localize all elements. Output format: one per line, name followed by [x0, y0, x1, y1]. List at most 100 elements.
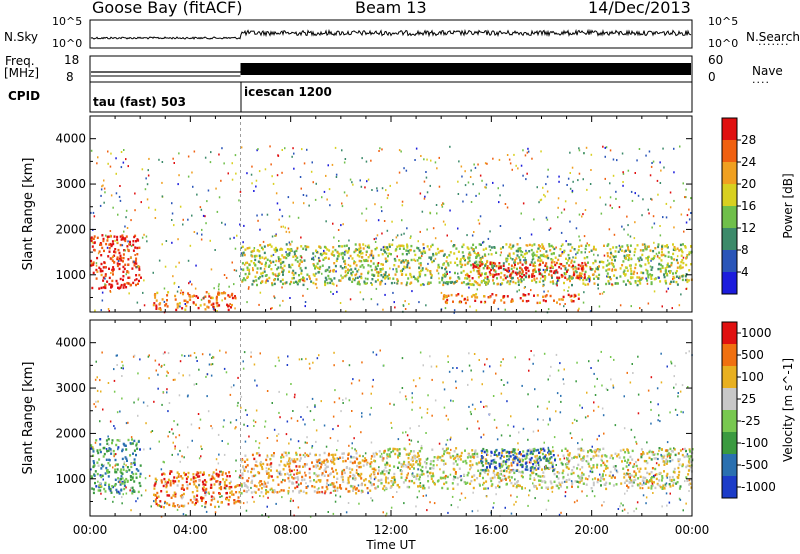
scatter-cell: [255, 179, 258, 182]
range-cell: [580, 275, 582, 278]
range-cell: [339, 486, 341, 489]
range-cell: [295, 481, 298, 484]
range-cell: [490, 263, 493, 266]
range-cell: [664, 254, 667, 258]
scatter-cell: [520, 164, 523, 167]
date-title: 14/Dec/2013: [588, 0, 691, 17]
range-cell: [339, 484, 342, 487]
range-cell: [588, 244, 591, 247]
range-cell: [651, 484, 654, 487]
scatter-cell: [623, 427, 626, 430]
range-cell: [461, 245, 464, 249]
scatter-cell: [590, 153, 593, 156]
range-cell: [460, 271, 463, 274]
range-cell: [436, 269, 439, 272]
range-cell: [629, 244, 632, 247]
range-cell: [488, 245, 491, 248]
range-cell: [532, 272, 535, 275]
scatter-cell: [546, 175, 549, 178]
range-cell: [358, 243, 361, 246]
range-cell: [294, 271, 297, 275]
range-cell: [546, 466, 549, 470]
range-cell: [467, 247, 470, 250]
range-cell: [520, 253, 523, 257]
range-cell: [270, 268, 273, 271]
range-cell: [296, 485, 299, 488]
scatter-cell: [123, 149, 125, 151]
range-cell: [196, 471, 199, 474]
range-cell: [600, 476, 603, 480]
range-cell: [673, 471, 676, 474]
range-cell: [486, 265, 489, 268]
range-cell: [354, 261, 357, 264]
range-cell: [480, 258, 482, 261]
range-cell: [101, 474, 104, 477]
range-cell: [90, 239, 93, 243]
range-cell: [653, 278, 656, 281]
range-cell: [190, 478, 193, 481]
range-cell: [369, 477, 372, 480]
range-cell: [476, 270, 479, 273]
range-cell: [242, 466, 245, 469]
scatter-cell: [437, 272, 440, 275]
scatter-cell: [141, 236, 144, 239]
range-cell: [660, 454, 663, 458]
range-cell: [608, 482, 611, 485]
range-cell: [507, 270, 510, 273]
range-cell: [592, 481, 595, 484]
scatter-cell: [638, 148, 641, 150]
scatter-cell: [539, 199, 542, 202]
range-cell: [556, 484, 559, 488]
scatter-cell: [318, 256, 320, 259]
scatter-cell: [134, 192, 136, 195]
scatter-cell: [341, 202, 343, 205]
range-cell: [503, 449, 506, 452]
range-cell: [515, 249, 518, 253]
range-cell: [594, 248, 597, 251]
range-cell: [652, 249, 655, 253]
range-cell: [542, 261, 544, 264]
range-cell: [685, 455, 688, 458]
scatter-cell: [275, 233, 277, 236]
scatter-cell: [381, 232, 383, 235]
range-cell: [426, 470, 429, 473]
range-cell: [132, 249, 135, 252]
range-cell: [262, 483, 265, 486]
range-cell: [117, 286, 119, 289]
range-cell: [202, 471, 205, 474]
scatter-cell: [113, 390, 116, 393]
range-cell: [261, 274, 264, 278]
range-cell: [514, 482, 517, 485]
range-cell: [404, 259, 407, 262]
range-cell: [466, 474, 469, 477]
scatter-cell: [683, 230, 685, 233]
scatter-cell: [555, 246, 557, 249]
scatter-cell: [462, 200, 464, 203]
range-cell: [343, 468, 346, 472]
scatter-cell: [572, 256, 574, 259]
range-cell: [570, 299, 573, 302]
range-cell: [603, 244, 605, 247]
range-cell: [120, 475, 123, 478]
range-cell: [302, 247, 305, 250]
scatter-cell: [648, 212, 650, 215]
range-cell: [250, 470, 253, 474]
range-cell: [500, 454, 503, 457]
range-cell: [576, 275, 579, 278]
range-cell: [228, 495, 231, 499]
range-cell: [495, 273, 498, 276]
scatter-cell: [104, 283, 106, 286]
scatter-cell: [176, 290, 179, 293]
range-cell: [217, 473, 220, 476]
range-cell: [622, 280, 625, 283]
range-cell: [419, 458, 422, 461]
scatter-cell: [346, 194, 348, 197]
range-cell: [208, 301, 211, 304]
range-cell: [313, 274, 316, 277]
range-cell: [623, 456, 626, 459]
scatter-cell: [290, 417, 293, 420]
range-cell: [99, 489, 102, 492]
range-cell: [466, 277, 469, 280]
scatter-cell: [638, 484, 641, 487]
scatter-cell: [629, 235, 632, 238]
